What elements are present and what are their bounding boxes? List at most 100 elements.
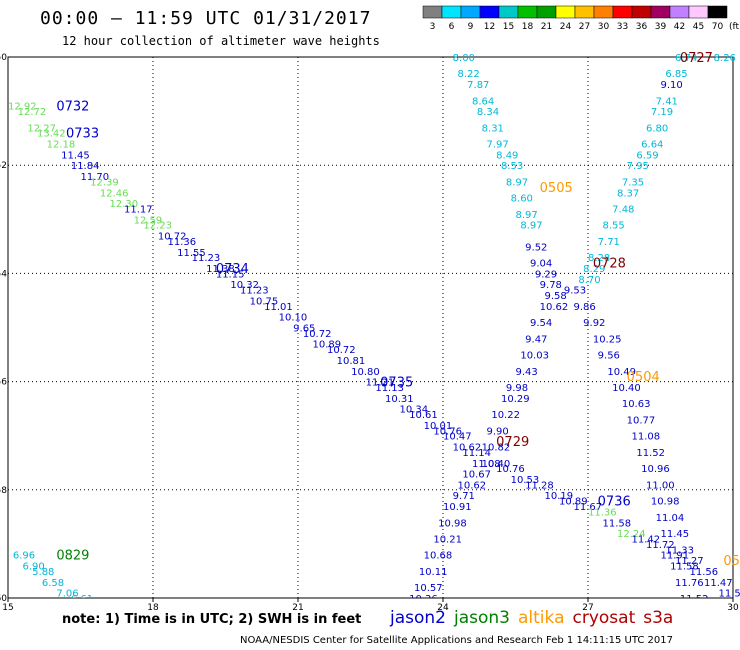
credit-line: NOAA/NESDIS Center for Satellite Applica… [240, 635, 673, 646]
colorbar-tick-label: 24 [560, 22, 572, 32]
colorbar-tick-label: 39 [655, 22, 667, 32]
pass-label: 0735 [380, 376, 413, 391]
wave-height-value: 10.76 [496, 464, 525, 475]
wave-height-value: 9.10 [661, 80, 683, 91]
wave-height-value: 10.11 [419, 567, 448, 578]
wave-height-value: 11.13 [375, 383, 404, 394]
wave-height-value: 11.58 [719, 589, 740, 600]
wave-height-value: 10.53 [511, 475, 540, 486]
wave-height-value: 10.34 [400, 405, 429, 416]
wave-height-value: 10.29 [501, 394, 530, 405]
wave-height-value: 10.89 [313, 340, 342, 351]
wave-height-value: 10.40 [612, 383, 641, 394]
wave-height-value: 8.60 [511, 194, 533, 205]
wave-height-value: 9.43 [516, 367, 538, 378]
y-tick-label: -54 [0, 269, 7, 279]
wave-height-value: 11.52 [636, 448, 665, 459]
wave-height-value: 9.65 [293, 324, 315, 335]
chart-title: 00:00 – 11:59 UTC 01/31/2017 [40, 8, 372, 29]
wave-height-value: 9.86 [574, 302, 596, 313]
wave-height-value: 11.23 [240, 286, 269, 297]
wave-height-value: 7.95 [627, 161, 649, 172]
wave-height-value: 11.17 [124, 204, 153, 215]
wave-height-value: 6.96 [13, 551, 35, 562]
wave-height-value: 8.31 [482, 123, 504, 134]
wave-height-value: 8.97 [520, 221, 542, 232]
wave-height-value: 8.37 [617, 188, 639, 199]
wave-height-value: 9.58 [545, 291, 567, 302]
wave-height-value: 6.90 [23, 562, 45, 573]
wave-height-value: 9.54 [530, 318, 552, 329]
legend-altika: altika [518, 608, 565, 628]
wave-height-value: 10.72 [303, 329, 332, 340]
wave-height-value: 10.76 [433, 426, 462, 437]
wave-height-value: 11.21 [366, 378, 395, 389]
wave-height-value: 6.64 [641, 140, 663, 151]
wave-height-value: 12.59 [134, 215, 163, 226]
wave-height-value: 12.39 [90, 177, 119, 188]
wave-height-value: 10.36 [409, 594, 438, 605]
x-tick-label: 15 [2, 603, 13, 610]
wave-height-value: 10.77 [627, 415, 656, 426]
wave-height-value: 7.48 [612, 204, 634, 215]
colorbar-swatch [707, 5, 728, 19]
wave-height-value: 10.22 [491, 410, 520, 421]
wave-height-value: 11.91 [661, 551, 690, 562]
wave-height-value: 12.18 [47, 140, 76, 151]
wave-height-value: 11.72 [646, 540, 675, 551]
pass-label: 0727 [680, 51, 713, 66]
wave-height-value: 12.72 [18, 107, 47, 118]
wave-height-value: 11.28 [525, 480, 554, 491]
wave-height-value: 10.68 [424, 551, 453, 562]
wave-height-value: 11.04 [656, 513, 685, 524]
colorbar-tick-label: 42 [674, 22, 685, 32]
wave-height-value: 10.96 [641, 464, 670, 475]
wave-height-value: 8.53 [501, 161, 523, 172]
y-tick-label: -56 [0, 378, 7, 388]
legend-jason3: jason3 [454, 608, 510, 628]
colorbar-tick-label: 70 [712, 22, 724, 32]
wave-height-value: 11.84 [71, 161, 100, 172]
wave-height-value: 10.40 [482, 459, 511, 470]
wave-height-value: 11.38 [206, 264, 235, 275]
colorbar-unit-label: (ft) [729, 22, 740, 32]
wave-height-value: 10.01 [424, 421, 453, 432]
wave-height-value: 11.27 [675, 556, 704, 567]
colorbar-tick-label: 3 [430, 22, 436, 32]
pass-label: 0736 [598, 495, 631, 510]
plot-area: 15 18 21 24 27 30 -50 -52 -54 -56 -58 -60 12.9212.72… [0, 51, 740, 610]
wave-height-value: 10.25 [593, 334, 622, 345]
data-layer: 12.9212.7212.2713.4212.1811.4511.8411.70… [8, 51, 740, 605]
colorbar-tick-label: 21 [541, 22, 552, 32]
wave-height-value: 10.75 [250, 296, 279, 307]
wave-height-value: 6.61 [71, 594, 93, 605]
pass-label: 0734 [216, 262, 249, 277]
wave-height-value: 8.49 [496, 150, 518, 161]
legend-jason2: jason2 [390, 608, 446, 628]
wave-height-value: 9.56 [598, 351, 620, 362]
wave-height-value: 10.91 [443, 502, 472, 513]
wave-height-value: 11.36 [168, 237, 197, 248]
wave-height-value: 10.19 [545, 491, 574, 502]
note-text: note: 1) Time is in UTC; 2) SWH is in fe… [62, 612, 362, 627]
wave-height-value: 13.42 [37, 129, 66, 140]
wave-height-value: 8.00 [453, 53, 475, 64]
colorbar-tick-label: 18 [522, 22, 534, 32]
pass-label: 0733 [66, 127, 99, 142]
wave-height-value: 11.67 [574, 502, 603, 513]
wave-height-value: 10.80 [351, 367, 380, 378]
wave-height-value: 7.35 [622, 177, 644, 188]
plot-frame [7, 56, 734, 599]
pass-label: 0728 [593, 257, 626, 272]
y-tick-label: -50 [0, 53, 7, 63]
wave-height-value: 10.57 [414, 583, 443, 594]
colorbar-tick-label: 36 [636, 22, 648, 32]
pass-label: 05 [723, 554, 740, 569]
x-tick-label: 21 [292, 603, 303, 610]
wave-height-value: 10.62 [458, 480, 487, 491]
colorbar-tick-label: 27 [579, 22, 590, 32]
wave-height-value: 8.26 [714, 53, 736, 64]
colorbar-tick-label: 45 [693, 22, 704, 32]
wave-height-value: 11.45 [661, 529, 690, 540]
wave-height-value: 10.49 [607, 367, 636, 378]
